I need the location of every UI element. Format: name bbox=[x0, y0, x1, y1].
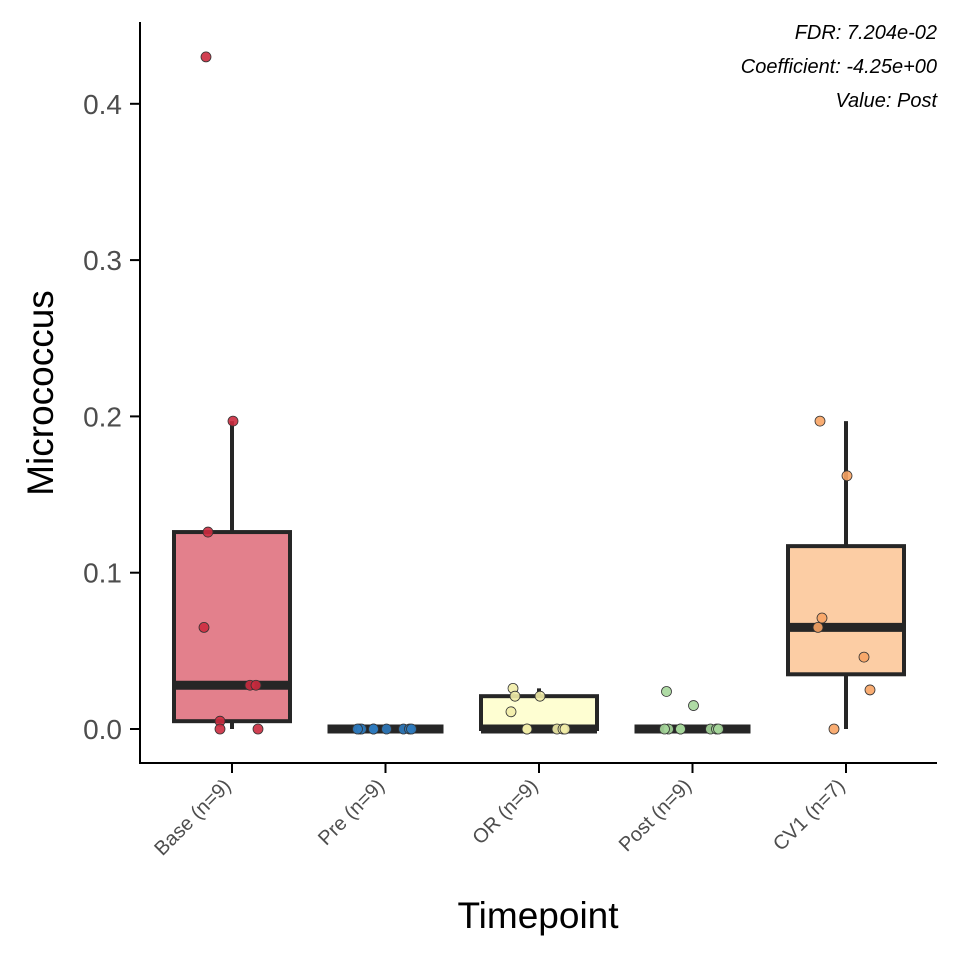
data-point-post bbox=[688, 700, 699, 711]
data-point-cv1 bbox=[812, 622, 824, 633]
x-tick-label-pre: Pre (n=9) bbox=[314, 775, 389, 850]
data-point-pre bbox=[406, 723, 417, 735]
data-point-base bbox=[200, 51, 212, 63]
data-point-cv1 bbox=[841, 470, 853, 482]
y-tick-label: 0.0 bbox=[83, 714, 122, 745]
data-point-cv1 bbox=[858, 651, 870, 663]
data-point-cv1 bbox=[816, 612, 828, 624]
data-point-post bbox=[713, 723, 724, 735]
stats-annotation: FDR: 7.204e-02 Coefficient: -4.25e+00 Va… bbox=[741, 22, 939, 112]
data-point-pre bbox=[381, 723, 392, 735]
data-point-base bbox=[252, 723, 264, 735]
data-point-base bbox=[250, 679, 262, 691]
data-point-base bbox=[198, 622, 210, 633]
x-ticks: Base (n=9) Pre (n=9) OR (n=9) Post (n=9) CV1… bbox=[150, 763, 850, 860]
data-point-base bbox=[214, 723, 226, 735]
y-tick-label: 0.3 bbox=[83, 245, 122, 276]
data-point-base bbox=[227, 415, 239, 427]
box-cv1 bbox=[786, 421, 906, 729]
data-point-post bbox=[659, 723, 670, 735]
x-tick-label-base: Base (n=9) bbox=[150, 775, 235, 860]
data-point-cv1 bbox=[864, 684, 876, 696]
data-point-post bbox=[661, 686, 672, 697]
data-point-or bbox=[509, 690, 521, 702]
fdr-note: FDR: 7.204e-02 bbox=[795, 22, 937, 44]
data-point-or bbox=[559, 723, 571, 735]
data-point-cv1 bbox=[814, 415, 826, 427]
box-body-cv1 bbox=[786, 544, 906, 677]
y-tick-label: 0.4 bbox=[83, 89, 122, 120]
y-axis-title: Micrococcus bbox=[20, 290, 61, 496]
data-point-pre bbox=[368, 723, 379, 735]
data-point-base bbox=[202, 526, 214, 538]
data-point-cv1 bbox=[828, 723, 840, 735]
boxes-layer bbox=[172, 421, 906, 734]
coefficient-note: Coefficient: -4.25e+00 bbox=[741, 56, 937, 78]
box-base bbox=[172, 421, 292, 729]
data-point-or bbox=[505, 706, 517, 718]
x-tick-label-post: Post (n=9) bbox=[615, 775, 696, 856]
y-tick-label: 0.1 bbox=[83, 558, 122, 589]
data-point-post bbox=[675, 723, 686, 735]
x-axis-title: Timepoint bbox=[457, 895, 619, 936]
y-ticks: 0.0 0.1 0.2 0.3 0.4 bbox=[83, 89, 140, 745]
box-body-or bbox=[479, 694, 599, 731]
x-tick-label-or: OR (n=9) bbox=[468, 775, 542, 849]
value-note: Value: Post bbox=[835, 90, 938, 112]
box-body-base bbox=[172, 530, 292, 724]
y-tick-label: 0.2 bbox=[83, 401, 122, 432]
data-point-or bbox=[534, 690, 546, 702]
data-point-or bbox=[521, 723, 533, 735]
box-or bbox=[479, 688, 599, 734]
x-tick-label-cv1: CV1 (n=7) bbox=[769, 775, 849, 855]
data-point-pre bbox=[352, 723, 363, 735]
points-layer bbox=[198, 51, 876, 735]
